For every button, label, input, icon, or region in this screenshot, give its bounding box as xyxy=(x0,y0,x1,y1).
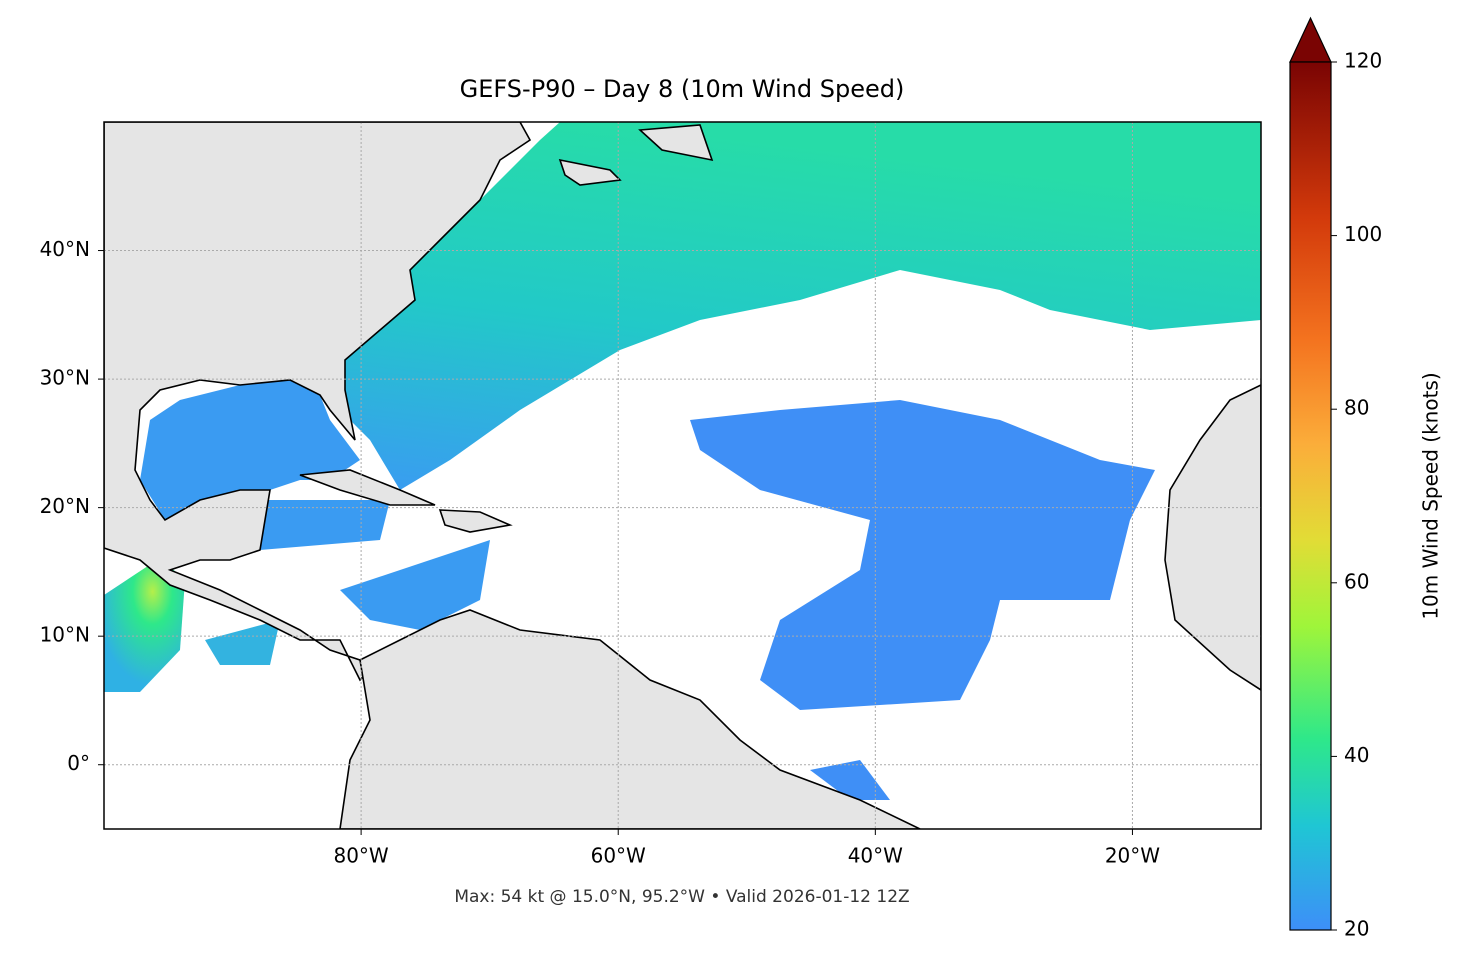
colorbar xyxy=(1289,61,1332,931)
graticule xyxy=(104,122,1261,829)
colorbar-tick-label: 60 xyxy=(1344,569,1369,593)
x-tick-label: 80°W xyxy=(333,844,388,868)
y-tick-label: 40°N xyxy=(40,237,90,261)
colorbar-tick-label: 40 xyxy=(1344,743,1369,767)
x-tick-label: 20°W xyxy=(1105,844,1160,868)
footer-note: Max: 54 kt @ 15.0°N, 95.2°W • Valid 2026… xyxy=(454,887,909,907)
x-tick-label: 60°W xyxy=(591,844,646,868)
y-tick-label: 20°N xyxy=(40,494,90,518)
colorbar-tick-label: 120 xyxy=(1344,49,1382,73)
colorbar-extend xyxy=(1289,16,1332,63)
colorbar-label: 10m Wind Speed (knots) xyxy=(1419,372,1443,619)
y-tick-label: 0° xyxy=(67,751,90,775)
axes: 80°W 60°W 40°W 20°W 0° 10°N 20°N 30°N 40°N xyxy=(40,237,1161,867)
y-tick-label: 10°N xyxy=(40,623,90,647)
y-tick-label: 30°N xyxy=(40,366,90,390)
map-frame xyxy=(103,121,1262,830)
colorbar-tick-label: 100 xyxy=(1344,222,1382,246)
map xyxy=(104,122,1261,829)
chart-title: GEFS-P90 – Day 8 (10m Wind Speed) xyxy=(460,75,905,103)
x-tick-label: 40°W xyxy=(848,844,903,868)
colorbar-tick-label: 20 xyxy=(1344,917,1369,941)
colorbar-axis: 20 40 60 80 100 120 xyxy=(1331,49,1382,941)
colorbar-tick-label: 80 xyxy=(1344,396,1369,420)
wind-field xyxy=(104,122,1261,800)
land xyxy=(104,122,1261,829)
